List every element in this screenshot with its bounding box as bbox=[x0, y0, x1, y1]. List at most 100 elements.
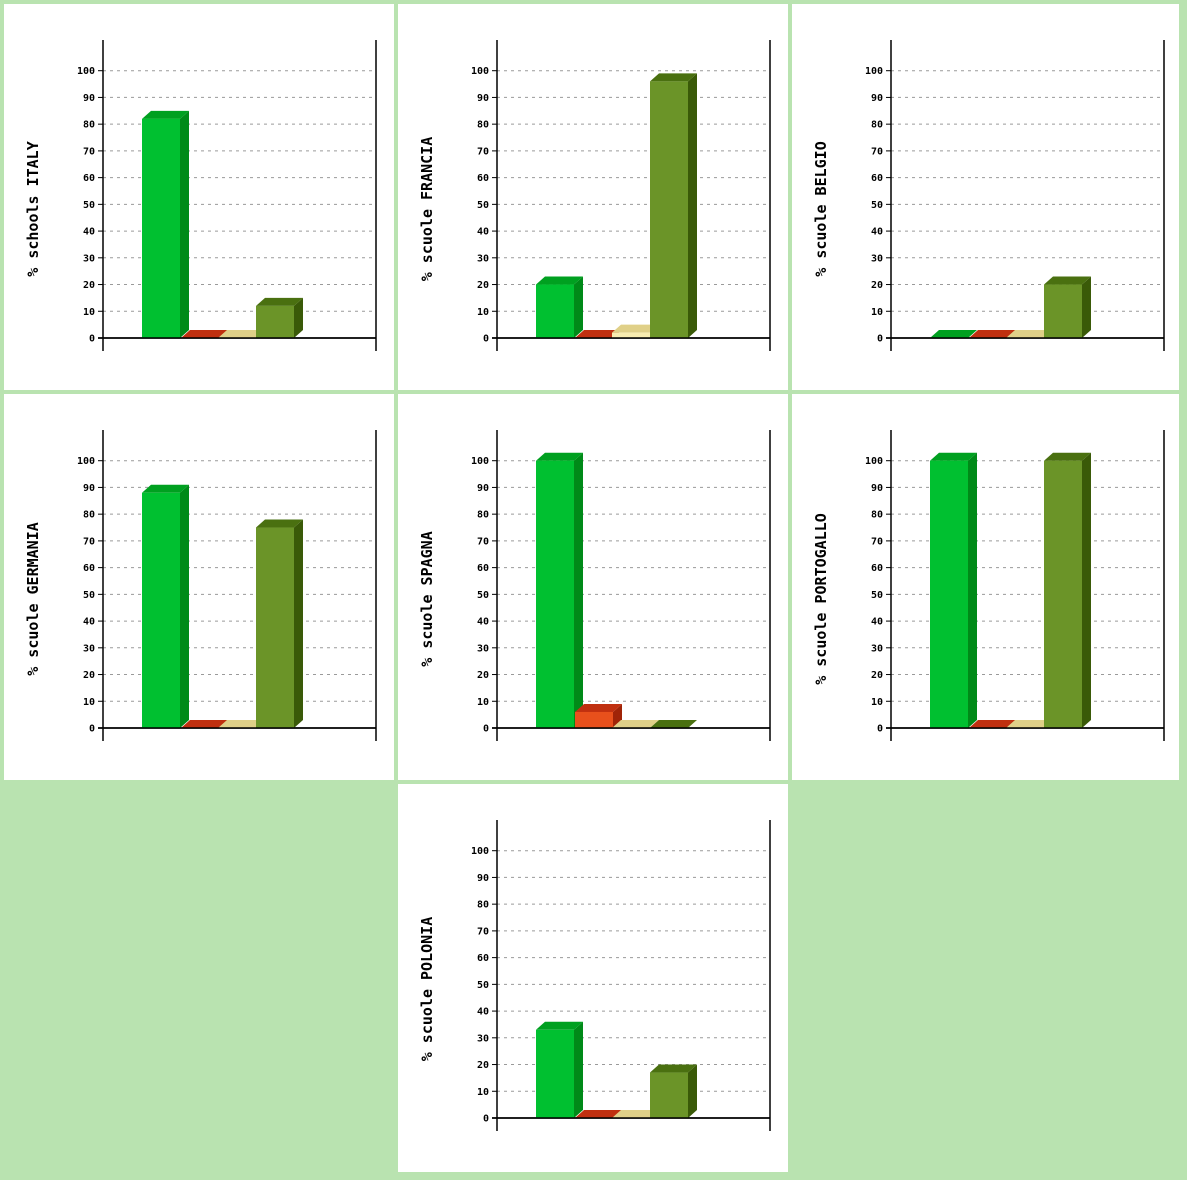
bar-top bbox=[142, 484, 189, 493]
bar-series-1 bbox=[536, 276, 583, 338]
y-tick-label: 0 bbox=[483, 1114, 489, 1125]
bar-series-1 bbox=[142, 110, 189, 339]
y-tick-label: 60 bbox=[83, 173, 95, 184]
bar-top bbox=[256, 297, 303, 306]
bar-series-2 bbox=[575, 703, 622, 728]
bar-front bbox=[650, 81, 688, 338]
bar-top bbox=[1006, 720, 1053, 728]
y-tick-label: 50 bbox=[477, 980, 489, 991]
y-tick-label: 100 bbox=[471, 456, 489, 467]
y-tick-label: 60 bbox=[477, 563, 489, 574]
bar-series-3 bbox=[218, 330, 265, 338]
bar-top bbox=[1044, 276, 1091, 285]
bar-top bbox=[969, 330, 1016, 338]
bar-side bbox=[574, 1021, 583, 1118]
bar-top bbox=[218, 330, 265, 338]
y-tick-label: 40 bbox=[477, 227, 489, 238]
empty-panel-right bbox=[792, 784, 1183, 1176]
bar-top bbox=[536, 1021, 583, 1030]
bar-top bbox=[612, 1110, 659, 1118]
bar-series-4 bbox=[1044, 452, 1091, 728]
y-axis-label: % schools ITALY bbox=[24, 141, 42, 276]
y-tick-label: 100 bbox=[77, 456, 95, 467]
y-tick-label: 100 bbox=[865, 66, 883, 77]
y-tick-label: 20 bbox=[477, 670, 489, 681]
chart-panel-polonia: 0 10 20 30 40 50 60 70 80 90 100 % scuole POLONIA bbox=[398, 784, 792, 1176]
bar-side bbox=[1082, 276, 1091, 338]
y-tick-label: 10 bbox=[871, 697, 883, 708]
y-axis-label: % scuole GERMANIA bbox=[24, 522, 42, 676]
bar-series-2 bbox=[575, 1110, 622, 1118]
y-tick-label: 80 bbox=[83, 510, 95, 521]
bar-side bbox=[1082, 452, 1091, 728]
bar-top bbox=[1006, 330, 1053, 338]
y-tick-label: 80 bbox=[83, 120, 95, 131]
bar-series-2 bbox=[181, 720, 228, 728]
bar-series-3 bbox=[1006, 330, 1053, 338]
y-axis-label: % scuole PORTOGALLO bbox=[812, 513, 830, 685]
y-tick-label: 40 bbox=[477, 1007, 489, 1018]
y-tick-label: 70 bbox=[83, 146, 95, 157]
bar-top bbox=[536, 276, 583, 285]
y-tick-label: 50 bbox=[83, 200, 95, 211]
y-tick-label: 80 bbox=[477, 510, 489, 521]
y-tick-label: 30 bbox=[871, 643, 883, 654]
bar-side bbox=[968, 452, 977, 728]
y-tick-label: 20 bbox=[477, 280, 489, 291]
y-tick-label: 0 bbox=[483, 334, 489, 345]
bar-series-2 bbox=[575, 330, 622, 338]
y-axis-label: % scuole BELGIO bbox=[812, 141, 830, 276]
bar-series-4 bbox=[650, 720, 697, 728]
y-tick-label: 20 bbox=[83, 280, 95, 291]
bar-side bbox=[180, 110, 189, 339]
y-tick-label: 30 bbox=[83, 253, 95, 264]
bar-series-3 bbox=[1006, 720, 1053, 728]
bar-series-2 bbox=[969, 330, 1016, 338]
y-tick-label: 100 bbox=[865, 456, 883, 467]
y-tick-label: 20 bbox=[871, 280, 883, 291]
bar-top bbox=[575, 703, 622, 712]
bar-series-4 bbox=[1044, 276, 1091, 338]
y-tick-label: 70 bbox=[83, 536, 95, 547]
bar-front bbox=[1044, 284, 1082, 338]
y-tick-label: 0 bbox=[877, 334, 883, 345]
y-tick-label: 80 bbox=[477, 120, 489, 131]
y-tick-label: 90 bbox=[871, 93, 883, 104]
y-tick-label: 100 bbox=[77, 66, 95, 77]
bar-side bbox=[574, 452, 583, 728]
bar-series-2 bbox=[969, 720, 1016, 728]
chart-svg: 0 10 20 30 40 50 60 70 80 90 100 % scuole GERMANIA bbox=[24, 430, 377, 741]
y-tick-label: 20 bbox=[83, 670, 95, 681]
bar-front bbox=[536, 1029, 574, 1118]
y-tick-label: 20 bbox=[477, 1060, 489, 1071]
bar-top bbox=[536, 452, 583, 461]
bar-series-4 bbox=[650, 1064, 697, 1118]
bar-side bbox=[294, 297, 303, 338]
y-tick-label: 70 bbox=[477, 536, 489, 547]
bar-series-1 bbox=[536, 452, 583, 728]
empty-panel-left bbox=[4, 784, 398, 1176]
y-tick-label: 90 bbox=[477, 93, 489, 104]
y-tick-label: 30 bbox=[477, 1033, 489, 1044]
bar-series-4 bbox=[650, 73, 697, 338]
bar-front bbox=[142, 492, 180, 728]
bar-front bbox=[256, 305, 294, 338]
y-axis-label: % scuole SPAGNA bbox=[418, 531, 436, 666]
chart-panel-spagna: 0 10 20 30 40 50 60 70 80 90 100 % scuole SPAGNA bbox=[398, 394, 792, 784]
chart-svg: 0 10 20 30 40 50 60 70 80 90 100 % scuole BELGIO bbox=[812, 40, 1165, 351]
bar-top bbox=[930, 330, 977, 338]
bar-top bbox=[256, 519, 303, 528]
y-tick-label: 90 bbox=[477, 873, 489, 884]
y-tick-label: 10 bbox=[83, 307, 95, 318]
y-tick-label: 60 bbox=[871, 173, 883, 184]
bar-series-2 bbox=[181, 330, 228, 338]
bar-side bbox=[688, 1064, 697, 1118]
chart-panel-germania: 0 10 20 30 40 50 60 70 80 90 100 % scuole GERMANIA bbox=[4, 394, 398, 784]
chart-panel-portogallo: 0 10 20 30 40 50 60 70 80 90 100 % scuole PORTOGALL… bbox=[792, 394, 1183, 784]
y-tick-label: 20 bbox=[871, 670, 883, 681]
chart-svg: 0 10 20 30 40 50 60 70 80 90 100 % scuole FRANCIA bbox=[418, 40, 771, 351]
bar-top bbox=[218, 720, 265, 728]
y-tick-label: 60 bbox=[871, 563, 883, 574]
y-tick-label: 70 bbox=[477, 146, 489, 157]
